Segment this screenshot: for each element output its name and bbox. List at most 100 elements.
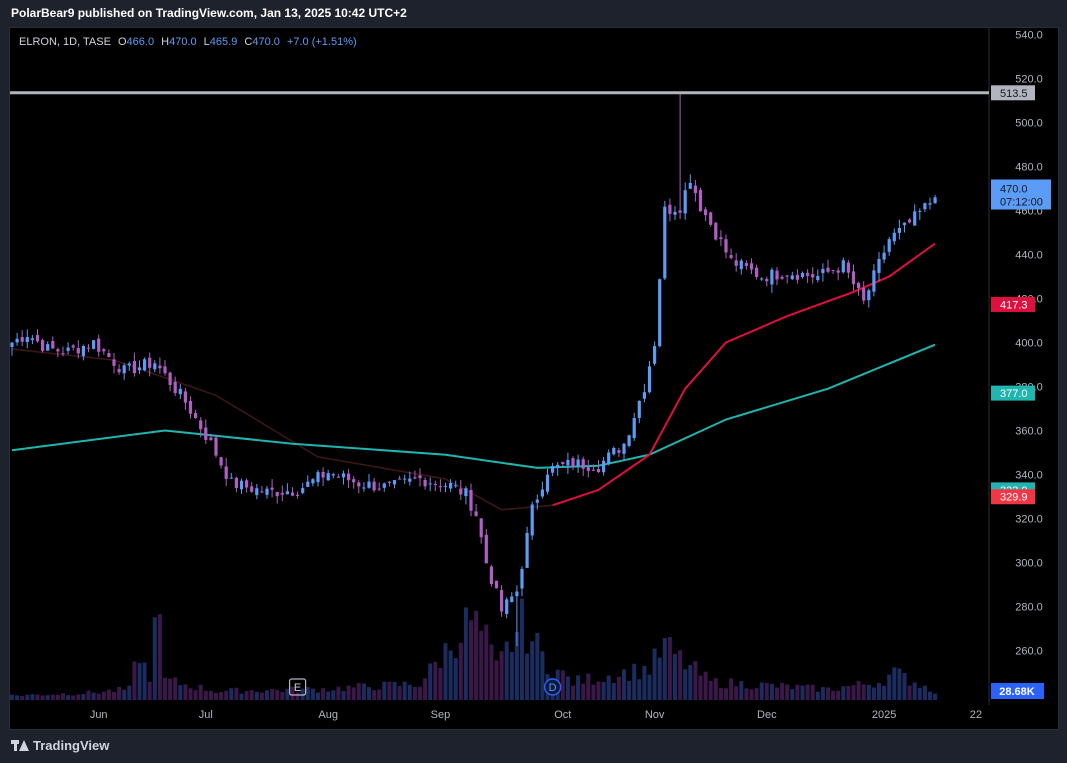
volume-bar (790, 689, 795, 700)
volume-bar (800, 685, 805, 700)
volume-bar (20, 695, 25, 700)
price-tick: 340.0 (1015, 470, 1043, 482)
candle-body (209, 437, 213, 441)
volume-bar (581, 683, 586, 700)
candle-body (311, 479, 315, 484)
volume-bar (591, 684, 596, 700)
time-tick: Jul (199, 709, 213, 721)
moving-averages (11, 242, 936, 511)
candle-body (331, 474, 335, 476)
volume-bar (540, 651, 545, 700)
volume-bar (933, 693, 938, 700)
candle-body (857, 282, 861, 289)
candle-body (301, 488, 305, 493)
volume-bar (168, 678, 173, 700)
price-axis[interactable]: 540.0520.0500.0480.0460.0440.0420.0400.0… (1015, 30, 1043, 658)
candle-body (408, 478, 412, 482)
volume-bar (831, 690, 836, 700)
candle-body (168, 372, 172, 385)
candle-body (897, 227, 901, 233)
volume-bar (703, 671, 708, 700)
volume-bar (652, 648, 657, 700)
candle-body (683, 190, 687, 214)
time-axis[interactable]: Jun Jul Aug Sep Oct Nov Dec 2025 22 (90, 709, 982, 721)
candle-body (275, 491, 279, 497)
time-tick: Oct (554, 709, 571, 721)
candle-body (35, 335, 40, 342)
dividend-marker-icon[interactable] (543, 678, 562, 696)
candle-body (556, 464, 560, 468)
volume-bar (270, 688, 275, 700)
candle-body (494, 580, 499, 589)
volume-bar (856, 680, 861, 700)
chart-frame[interactable] (9, 27, 1059, 730)
candle-body (25, 337, 29, 343)
event-marker-letter: E (294, 682, 301, 694)
volume-bar (662, 638, 667, 700)
candle-body (484, 534, 488, 564)
volume-bar (310, 688, 315, 700)
volume-bar (851, 685, 856, 700)
candle-body (326, 473, 330, 481)
close-value: 470.0 (252, 36, 280, 48)
candle-body (188, 401, 193, 414)
candle-body (591, 469, 595, 471)
candle-body (316, 472, 320, 483)
volume-bar (749, 689, 754, 700)
candle-body (933, 197, 937, 204)
candle-body (602, 460, 606, 473)
candle-body (418, 475, 422, 479)
candle-body (535, 499, 539, 503)
volume-bar (734, 686, 739, 700)
candle-body (321, 471, 325, 478)
volume-bar (35, 694, 40, 700)
candle-body (678, 210, 682, 213)
symbol-label[interactable]: ELRON, 1D, TASE (19, 36, 111, 48)
candle-body (290, 492, 295, 496)
tradingview-brand[interactable]: TradingView (11, 738, 109, 753)
candle-body (831, 270, 835, 272)
candle-body (479, 518, 483, 538)
candle-body (800, 272, 805, 278)
candle-body (617, 450, 621, 453)
candle-body (673, 211, 677, 215)
volume-bar (244, 690, 249, 700)
candle-body (464, 488, 468, 497)
volume-bar (759, 682, 764, 700)
volume-bar (928, 691, 932, 700)
candle-body (122, 365, 126, 374)
volume-bar (724, 688, 728, 700)
volume-bar (657, 657, 662, 700)
time-tick: Dec (757, 709, 777, 721)
volume-bar (826, 687, 830, 700)
volume-bar (407, 684, 412, 700)
candle-body (607, 452, 611, 464)
candle-body (341, 473, 346, 478)
volume-bar (76, 694, 81, 700)
high-value: 470.0 (169, 36, 197, 48)
volume-bar (718, 688, 723, 700)
volume-bar (484, 624, 489, 700)
volume-bar (627, 681, 632, 700)
volume-bar (377, 689, 382, 700)
earnings-marker-icon[interactable] (289, 678, 307, 696)
ma-price-tag-bg (991, 296, 1035, 312)
candle-body (862, 288, 866, 301)
volume-bar (239, 693, 244, 700)
candle-body (428, 483, 432, 485)
volume-bar (764, 682, 769, 700)
volume-bar (423, 678, 428, 700)
candle-body (41, 340, 45, 351)
candle-body (770, 269, 774, 285)
volume-bar (265, 690, 269, 700)
volume-bar (560, 670, 565, 700)
volume-bar (887, 674, 892, 700)
volume-bar (96, 693, 101, 700)
volume-tag: 28.68K (999, 686, 1035, 698)
volume-bar (81, 694, 86, 700)
candle-body (540, 489, 544, 497)
volume-bar (815, 691, 820, 700)
volume-bar (254, 691, 259, 700)
